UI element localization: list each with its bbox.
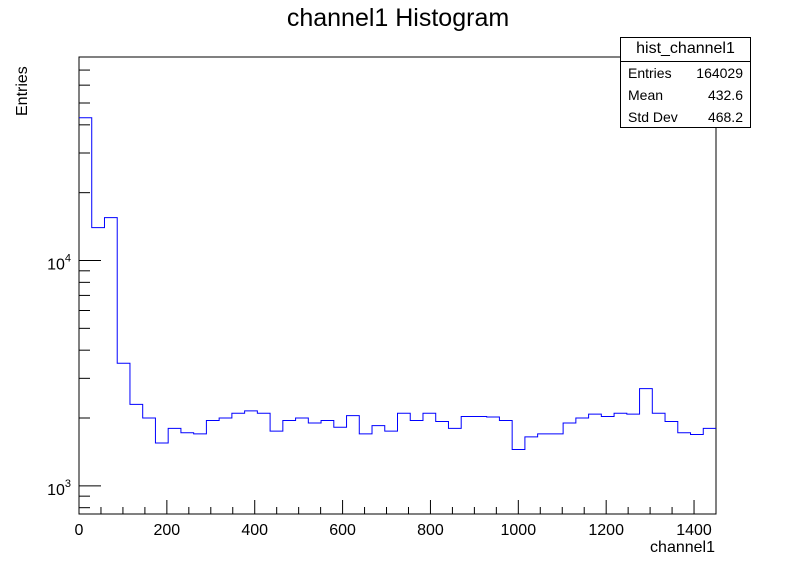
histogram-bin	[283, 420, 296, 514]
histogram-bin	[627, 414, 640, 514]
histogram-bin	[652, 413, 665, 514]
histogram-bin	[678, 433, 691, 514]
histogram-bin	[576, 418, 589, 514]
histogram-bin	[423, 413, 436, 514]
stats-row-mean: Mean 432.6	[621, 84, 750, 106]
histogram-bin	[359, 434, 372, 514]
histogram-bin	[563, 423, 576, 514]
histogram-bin	[194, 434, 207, 514]
x-tick-label: 1200	[588, 522, 624, 539]
histogram-bin	[232, 413, 245, 514]
histogram-bin	[92, 228, 105, 514]
histogram-bin	[474, 417, 487, 514]
histogram-bin	[525, 437, 538, 514]
histogram-bin	[270, 431, 283, 514]
stats-label: Std Dev	[628, 109, 678, 125]
histogram-bin	[117, 363, 130, 514]
histogram-bin	[436, 421, 449, 514]
histogram-bin	[614, 413, 627, 514]
histogram-bin	[257, 413, 270, 514]
histogram-bin	[538, 434, 551, 514]
chart-title: channel1 Histogram	[286, 4, 510, 32]
histogram-bin	[461, 417, 474, 514]
stats-value: 432.6	[707, 87, 743, 103]
plot-frame	[78, 56, 717, 515]
histogram-bin	[79, 118, 92, 514]
stats-label: Mean	[628, 87, 664, 103]
histogram-bin	[385, 431, 398, 514]
x-tick-label: 200	[154, 522, 181, 539]
histogram-bin	[550, 434, 563, 514]
y-tick-label: 104	[47, 253, 71, 274]
histogram-bin	[601, 417, 614, 514]
x-tick-label: 1400	[676, 522, 712, 539]
x-tick-label: 400	[241, 522, 268, 539]
x-axis-label: channel1	[650, 539, 715, 556]
histogram-bin	[245, 411, 258, 514]
histogram-bin	[691, 434, 704, 514]
histogram-bin	[130, 404, 143, 514]
histogram-bin	[143, 418, 156, 514]
histogram-bin	[155, 443, 168, 514]
x-tick-label: 800	[417, 522, 444, 539]
stats-box-title: hist_channel1	[621, 38, 750, 62]
histogram-bin	[181, 433, 194, 514]
histogram-bin	[347, 416, 360, 514]
stats-label: Entries	[628, 65, 672, 81]
histogram-bin	[398, 413, 411, 514]
x-tick-label: 1000	[501, 522, 537, 539]
histogram-bin	[487, 417, 500, 514]
histogram-bin	[410, 420, 423, 514]
y-tick-label: 103	[47, 478, 71, 499]
histogram-bin	[334, 427, 347, 514]
stats-value: 468.2	[707, 109, 743, 125]
x-tick-label: 0	[75, 522, 84, 539]
histogram-bin	[372, 426, 385, 514]
stats-value: 164029	[696, 65, 743, 81]
histogram-bin	[448, 428, 461, 514]
histogram-bin	[219, 418, 232, 514]
histogram-bin	[499, 420, 512, 514]
histogram-bin	[104, 218, 117, 514]
stats-row-stddev: Std Dev 468.2	[621, 106, 750, 128]
histogram-bin	[589, 414, 602, 514]
histogram-bin	[665, 421, 678, 514]
histogram-bin	[296, 418, 309, 514]
histogram-bin	[206, 420, 219, 514]
histogram-bin	[640, 389, 653, 514]
y-axis-label: Entries	[14, 66, 31, 116]
histogram-bin	[308, 423, 321, 514]
histogram-bin	[321, 420, 334, 514]
stats-row-entries: Entries 164029	[621, 62, 750, 84]
stats-box: hist_channel1 Entries 164029 Mean 432.6 …	[620, 37, 751, 128]
histogram-series-line	[79, 117, 716, 450]
histogram-bin	[168, 428, 181, 514]
x-tick-label: 600	[329, 522, 356, 539]
histogram-bin	[703, 428, 716, 514]
